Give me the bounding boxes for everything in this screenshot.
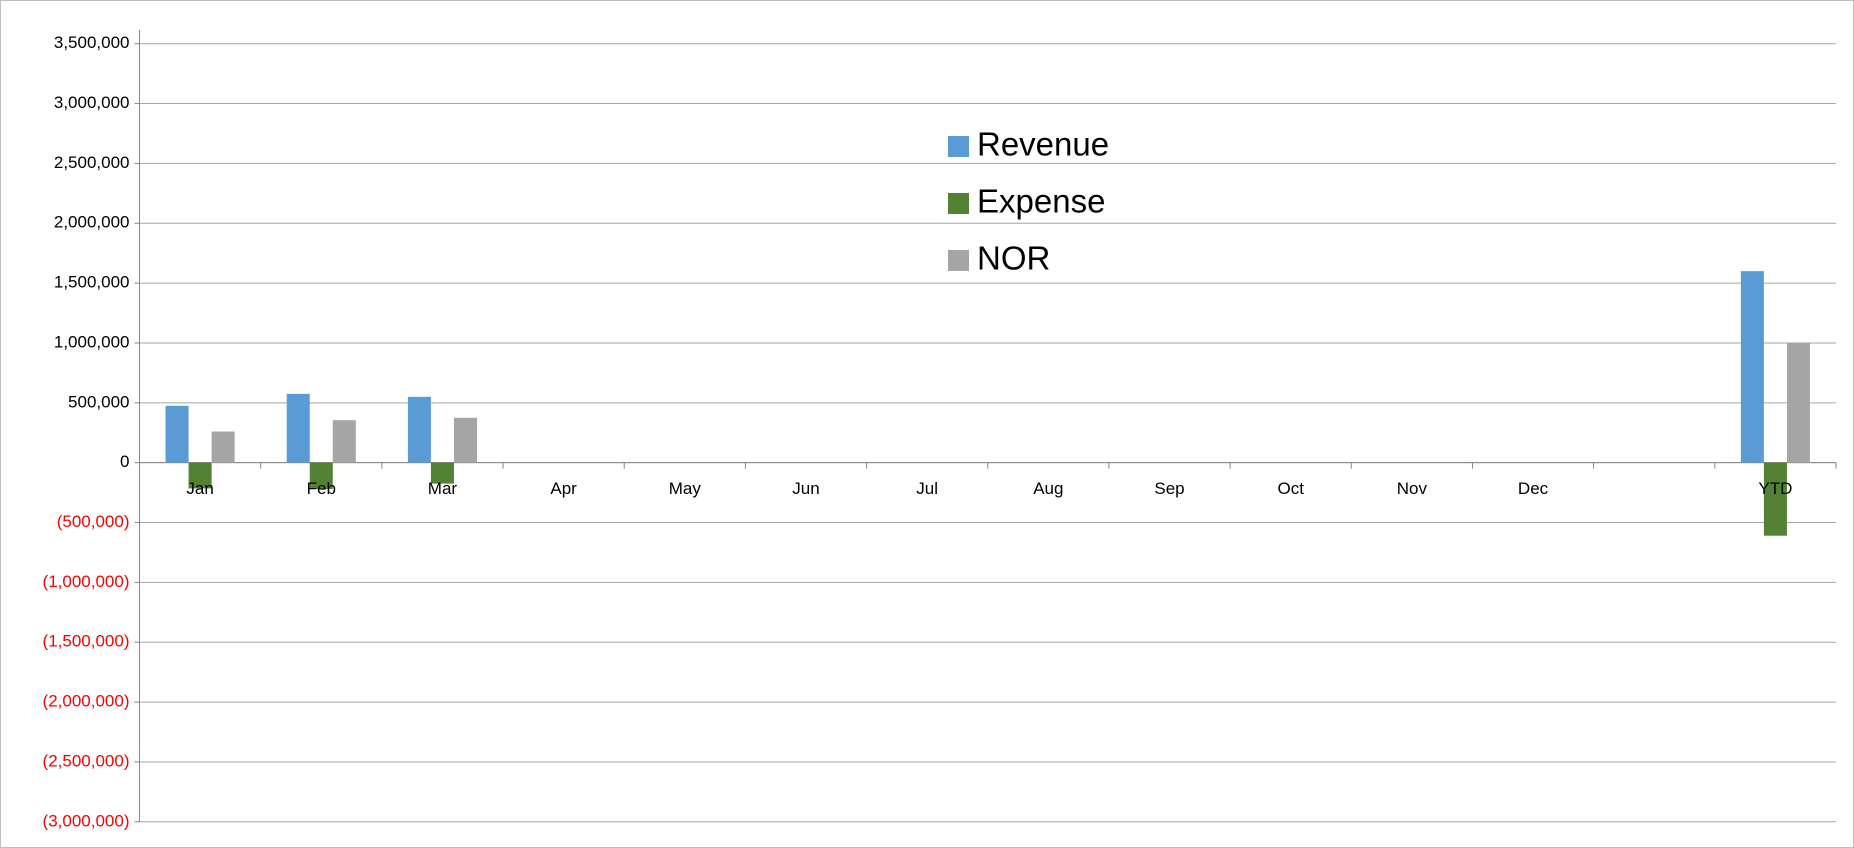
- x-tick-label: Jul: [916, 479, 938, 498]
- y-tick-label: (1,500,000): [43, 632, 130, 651]
- y-tick-label: 1,000,000: [54, 332, 130, 351]
- bar: [332, 420, 356, 463]
- legend-swatch: [948, 193, 969, 214]
- legend-label: Expense: [977, 183, 1105, 220]
- y-tick-label: 1,500,000: [54, 273, 130, 292]
- y-tick-label: 3,500,000: [54, 33, 130, 52]
- x-tick-label: YTD: [1758, 479, 1792, 498]
- bar: [430, 462, 454, 484]
- x-tick-label: Nov: [1397, 479, 1428, 498]
- y-tick-label: (2,000,000): [43, 692, 130, 711]
- y-tick-label: 2,500,000: [54, 153, 130, 172]
- y-tick-label: (500,000): [57, 512, 130, 531]
- x-tick-label: Sep: [1154, 479, 1184, 498]
- x-tick-label: May: [669, 479, 702, 498]
- x-tick-label: Mar: [428, 479, 458, 498]
- legend-swatch: [948, 136, 969, 157]
- y-tick-label: (1,000,000): [43, 572, 130, 591]
- x-tick-label: Apr: [550, 479, 577, 498]
- bar: [453, 417, 477, 463]
- bar: [286, 393, 310, 463]
- x-tick-label: Aug: [1033, 479, 1063, 498]
- x-tick-label: Oct: [1277, 479, 1304, 498]
- bar: [1763, 462, 1787, 536]
- bar: [1740, 271, 1764, 463]
- legend-label: Revenue: [977, 126, 1109, 163]
- bar: [165, 405, 189, 463]
- bar: [309, 462, 333, 490]
- y-tick-label: 3,000,000: [54, 93, 130, 112]
- x-tick-label: Jun: [792, 479, 819, 498]
- x-tick-label: Feb: [307, 479, 336, 498]
- bar: [211, 431, 235, 463]
- legend-swatch: [948, 250, 969, 271]
- x-tick-label: Jan: [186, 479, 213, 498]
- y-tick-label: 2,000,000: [54, 213, 130, 232]
- bar: [407, 396, 431, 463]
- bar: [188, 462, 212, 489]
- y-tick-label: (3,000,000): [43, 811, 130, 830]
- x-tick-label: Dec: [1518, 479, 1549, 498]
- y-tick-label: (2,500,000): [43, 751, 130, 770]
- y-tick-label: 500,000: [68, 392, 129, 411]
- bar: [1786, 342, 1810, 463]
- legend-label: NOR: [977, 240, 1050, 277]
- y-tick-label: 0: [120, 452, 129, 471]
